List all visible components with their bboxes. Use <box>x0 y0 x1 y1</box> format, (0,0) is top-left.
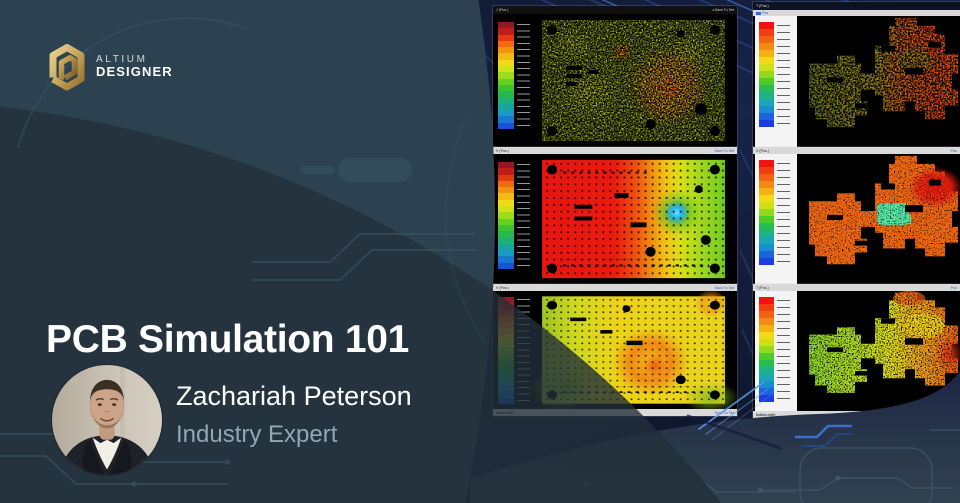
current-density-heatmap <box>542 20 725 141</box>
scale-tick-labels <box>517 299 530 406</box>
window-toolbar: Save To Set <box>712 8 734 12</box>
teal-decoration <box>0 17 487 485</box>
window-title: T (Pos.) <box>756 285 769 290</box>
scale-tick-labels <box>517 24 530 131</box>
scale-tick-labels <box>777 163 790 266</box>
board-shape <box>809 17 958 128</box>
window-title: V (Pos.) <box>496 148 510 153</box>
window-footer: bottom-left Save To Set <box>493 409 737 416</box>
board-shape <box>809 291 960 393</box>
voltage-drop-heatmap <box>542 159 725 279</box>
brand-logo: ALTIUM DESIGNER <box>46 42 173 92</box>
teal-panel-circle <box>0 0 495 503</box>
window-title: V (Pos.) <box>756 148 770 153</box>
teal-decoration-blobs <box>131 158 412 487</box>
brand-line2: DESIGNER <box>96 64 173 80</box>
status-dot-icon <box>712 9 715 11</box>
color-scale <box>759 297 775 402</box>
legend-chip-icon <box>756 11 761 15</box>
board-shape <box>809 155 960 265</box>
window-toolbar: Save To Set <box>714 148 734 153</box>
presenter-name: Zachariah Peterson <box>176 381 412 411</box>
brand-text: ALTIUM DESIGNER <box>96 54 173 79</box>
window-titlebar: V (Pos.) Pos <box>753 147 960 154</box>
scale-strip <box>755 154 797 284</box>
page-title: PCB Simulation 101 <box>46 318 410 362</box>
portrait-photo <box>52 365 162 475</box>
temperature-heatmap <box>809 17 958 128</box>
scale-tick-labels <box>517 164 530 271</box>
heatmap-canvas <box>493 14 737 147</box>
presenter-role: Industry Expert <box>176 421 338 448</box>
scale-strip <box>755 16 797 147</box>
window-toolbar: Save To Set <box>714 285 734 290</box>
window-subbar: Pos <box>753 10 960 16</box>
heatmap-canvas <box>753 291 960 411</box>
brand-line1: ALTIUM <box>96 54 148 66</box>
sim-window-top-left: J (Pos.) Save To Set <box>493 6 737 147</box>
scale-tick-labels <box>777 25 790 128</box>
color-scale <box>759 160 775 265</box>
window-title: T (Pos.) <box>756 3 769 8</box>
voltage-heatmap <box>530 291 737 409</box>
color-scale <box>759 22 775 127</box>
heatmap-canvas <box>753 16 960 147</box>
color-scale <box>498 162 514 270</box>
bright-blue-traces <box>795 424 853 447</box>
window-title: V (Pos.) <box>496 285 510 290</box>
window-footer: bottom-right Pos <box>753 411 960 418</box>
window-titlebar: V (Pos.) Save To Set <box>493 147 737 154</box>
scale-strip <box>755 291 797 411</box>
color-scale <box>498 22 514 130</box>
heatmap-canvas <box>493 291 737 409</box>
altium-mark-icon <box>49 44 85 91</box>
temperature-heatmap <box>809 291 960 393</box>
heatmap-canvas <box>753 154 960 284</box>
window-title: J (Pos.) <box>496 7 509 12</box>
color-scale <box>498 297 514 405</box>
sim-window-middle-right: V (Pos.) Pos <box>753 147 960 284</box>
window-titlebar: V (Pos.) Save To Set <box>493 284 737 291</box>
sim-window-middle-left: V (Pos.) Save To Set <box>493 147 737 284</box>
scale-tick-labels <box>777 300 790 403</box>
window-titlebar: J (Pos.) Save To Set <box>493 6 737 14</box>
sim-window-top-right: T (Pos.) Pos <box>753 2 960 147</box>
sim-window-bottom-right: T (Pos.) Pos <box>753 284 960 418</box>
presenter-avatar <box>52 365 162 475</box>
bottom-circuit-traces <box>500 429 960 503</box>
window-titlebar: T (Pos.) <box>753 2 960 10</box>
voltage-heatmap <box>809 155 960 265</box>
sim-window-bottom-left: V (Pos.) Save To Set <box>493 284 737 416</box>
trace-vias <box>583 475 841 493</box>
heatmap-canvas <box>493 154 737 284</box>
window-titlebar: T (Pos.) Pos <box>753 284 960 291</box>
